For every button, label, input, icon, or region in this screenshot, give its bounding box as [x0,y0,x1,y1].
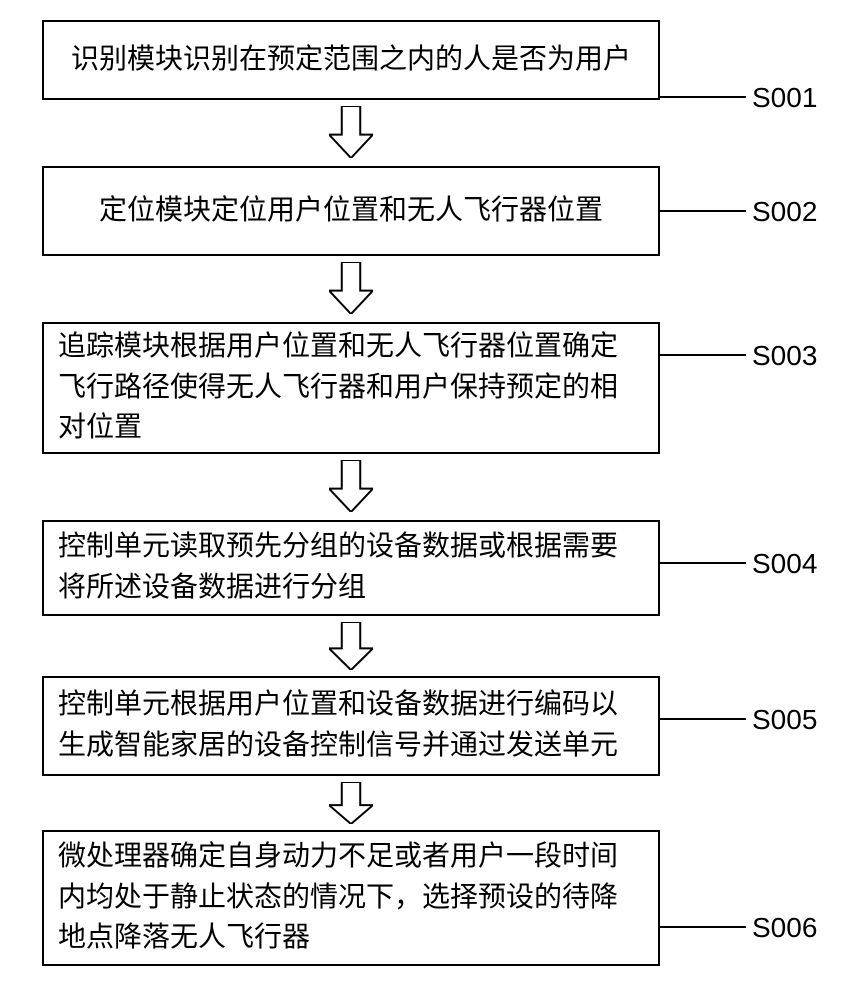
flowchart-step-6: 微处理器确定自身动力不足或者用户一段时间内均处于静止状态的情况下，选择预设的待降… [42,830,660,966]
flowchart-step-4: 控制单元读取预先分组的设备数据或根据需要将所述设备数据进行分组 [42,520,660,616]
label-connector [660,210,746,212]
flowchart-step-5: 控制单元根据用户位置和设备数据进行编码以生成智能家居的设备控制信号并通过发送单元 [42,676,660,776]
label-connector [660,926,746,928]
label-connector [660,354,746,356]
flowchart-step-1: 识别模块识别在预定范围之内的人是否为用户 [42,20,660,100]
step-text: 追踪模块根据用户位置和无人飞行器位置确定飞行路径使得无人飞行器和用户保持预定的相… [58,327,644,449]
flowchart-step-3: 追踪模块根据用户位置和无人飞行器位置确定飞行路径使得无人飞行器和用户保持预定的相… [42,322,660,454]
label-connector [660,718,746,720]
flowchart-step-2: 定位模块定位用户位置和无人飞行器位置 [42,166,660,256]
step-text: 定位模块定位用户位置和无人飞行器位置 [99,191,603,232]
flow-arrow-3 [329,460,373,512]
step-label-s002: S002 [752,196,817,228]
step-text: 微处理器确定自身动力不足或者用户一段时间内均处于静止状态的情况下，选择预设的待降… [58,837,644,959]
flow-arrow-2 [329,262,373,314]
step-label-s005: S005 [752,704,817,736]
step-label-s001: S001 [752,82,817,114]
label-connector [660,562,746,564]
label-connector [660,96,746,98]
step-label-s004: S004 [752,548,817,580]
step-text: 控制单元读取预先分组的设备数据或根据需要将所述设备数据进行分组 [58,527,644,608]
step-text: 识别模块识别在预定范围之内的人是否为用户 [71,40,631,81]
step-label-s003: S003 [752,340,817,372]
flow-arrow-1 [329,106,373,158]
step-text: 控制单元根据用户位置和设备数据进行编码以生成智能家居的设备控制信号并通过发送单元 [58,685,644,766]
flow-arrow-4 [329,622,373,670]
step-label-s006: S006 [752,912,817,944]
flow-arrow-5 [329,782,373,824]
